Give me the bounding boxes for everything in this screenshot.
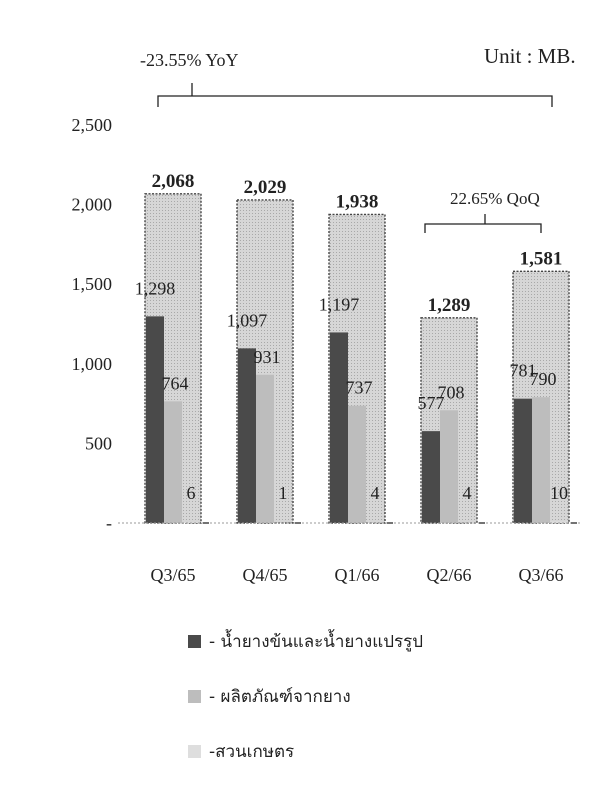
series-3-value-label: 1 [279, 483, 288, 503]
x-tick-label: Q1/66 [335, 565, 380, 585]
series-bar-1 [514, 398, 532, 523]
x-tick-label: Q3/66 [519, 565, 564, 585]
series-bar-1 [422, 431, 440, 523]
series-1-value-label: 1,097 [227, 310, 268, 330]
series-bar-1 [238, 348, 256, 523]
series-bar-1 [146, 316, 164, 523]
series-bar-2 [532, 397, 550, 523]
series-1-value-label: 1,298 [135, 278, 176, 298]
legend-swatch-3 [188, 745, 201, 758]
legend-label-1: - น้ำยางข้นและน้ำยางแปรรูป [209, 632, 424, 652]
series-3-value-label: 10 [550, 483, 568, 503]
total-value-label: 1,289 [428, 295, 471, 316]
legend-label-3: -สวนเกษตร [209, 742, 295, 762]
series-bar-3 [550, 521, 568, 523]
series-2-value-label: 764 [162, 373, 189, 393]
y-tick-label: 500 [85, 433, 112, 453]
yoy-bracket [157, 95, 553, 107]
annotations: -23.55% YoY Unit : MB. 22.65% QoQ [140, 44, 576, 233]
series-1-value-label: 577 [418, 393, 445, 413]
legend-swatch-2 [188, 690, 201, 703]
series-3-value-label: 6 [187, 483, 196, 503]
series-1-value-label: 1,197 [319, 294, 360, 314]
unit-label: Unit : MB. [484, 44, 576, 68]
x-tick-label: Q3/65 [151, 565, 196, 585]
series-bar-2 [164, 401, 182, 523]
y-tick-label: 2,000 [72, 195, 113, 215]
series-3-value-label: 4 [371, 483, 380, 503]
y-tick-label: 2,500 [72, 115, 113, 135]
data-labels: 2,068 2,029 1,938 1,289 1,581 1,298 1,097 1,197… [135, 171, 568, 503]
total-value-label: 2,029 [244, 177, 287, 198]
y-tick-label: 1,000 [72, 354, 113, 374]
legend-item-2: - ผลิตภัณฑ์จากยาง [188, 683, 351, 710]
x-tick-label: Q2/66 [427, 565, 472, 585]
x-tick-label: Q4/65 [243, 565, 288, 585]
series-bar-1 [330, 332, 348, 523]
total-value-label: 2,068 [152, 171, 195, 192]
legend-label-2: - ผลิตภัณฑ์จากยาง [209, 687, 351, 707]
legend-item-1: - น้ำยางข้นและน้ำยางแปรรูป [188, 628, 423, 655]
series-bar-2 [348, 405, 366, 523]
qoq-bracket [424, 223, 542, 233]
total-value-label: 1,938 [336, 191, 379, 212]
y-tick-label: 1,500 [72, 274, 113, 294]
yoy-annotation: -23.55% YoY [140, 50, 239, 70]
series-bar-2 [256, 374, 274, 523]
series-2-value-label: 931 [254, 347, 281, 367]
series-2-value-label: 708 [438, 382, 465, 402]
qoq-annotation: 22.65% QoQ [450, 189, 540, 208]
series-2-value-label: 790 [530, 369, 557, 389]
legend-swatch-1 [188, 635, 201, 648]
series-1-value-label: 781 [510, 361, 537, 381]
series-2-value-label: 737 [346, 378, 373, 398]
x-axis: Q3/65 Q4/65 Q1/66 Q2/66 Q3/66 [118, 522, 580, 585]
series-3-value-label: 4 [463, 483, 472, 503]
total-value-label: 1,581 [520, 248, 563, 269]
y-axis: - 500 1,000 1,500 2,000 2,500 [72, 115, 113, 533]
y-tick-label: - [106, 513, 112, 533]
series-bars [146, 316, 568, 523]
series-bar-2 [440, 410, 458, 523]
legend-item-3: -สวนเกษตร [188, 738, 294, 765]
